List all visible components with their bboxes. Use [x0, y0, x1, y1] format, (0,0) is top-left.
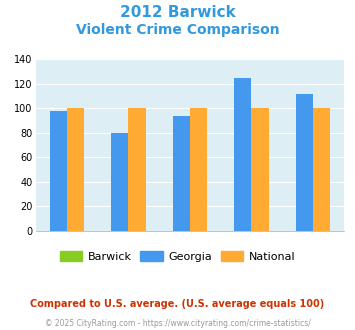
Bar [313, 109, 330, 231]
Bar [129, 109, 146, 231]
Bar [173, 116, 190, 231]
Legend: Barwick, Georgia, National: Barwick, Georgia, National [55, 247, 300, 267]
Bar [296, 94, 313, 231]
Bar [190, 109, 207, 231]
Text: © 2025 CityRating.com - https://www.cityrating.com/crime-statistics/: © 2025 CityRating.com - https://www.city… [45, 319, 310, 328]
Bar [111, 133, 129, 231]
Bar [234, 78, 251, 231]
Bar [251, 109, 269, 231]
Bar [50, 111, 67, 231]
Bar [67, 109, 84, 231]
Text: 2012 Barwick: 2012 Barwick [120, 5, 235, 20]
Text: Compared to U.S. average. (U.S. average equals 100): Compared to U.S. average. (U.S. average … [31, 299, 324, 309]
Text: Violent Crime Comparison: Violent Crime Comparison [76, 23, 279, 37]
